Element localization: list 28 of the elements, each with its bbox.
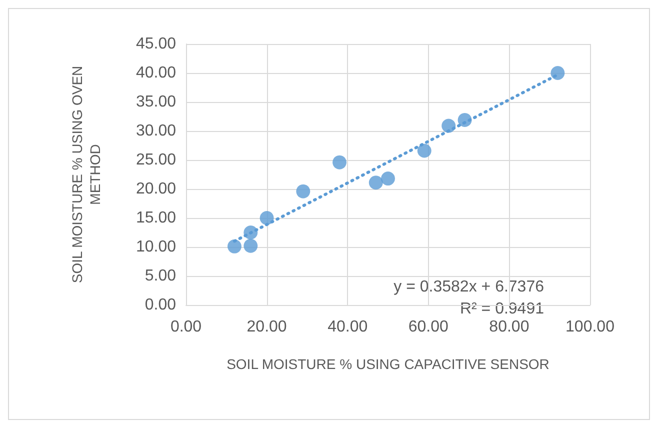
- y-tick-label: 45.00: [136, 36, 176, 52]
- x-tick-label: 40.00: [328, 318, 368, 336]
- x-tick-label: 100.00: [566, 318, 615, 336]
- y-tick-label: 15.00: [136, 210, 176, 226]
- x-tick-label: 60.00: [408, 318, 449, 336]
- point: [244, 238, 258, 253]
- point: [550, 66, 565, 80]
- y-tick-label: 0.00: [144, 296, 176, 314]
- point: [381, 172, 395, 186]
- y-tick-label: 35.00: [136, 94, 176, 110]
- x-tick-label: 20.00: [246, 318, 287, 336]
- point: [368, 176, 383, 190]
- x-tick-label: 0.00: [170, 318, 202, 336]
- y-tick-label: 25.00: [136, 152, 176, 168]
- y-tick-label: 20.00: [136, 180, 176, 198]
- y-tick-label: 10.00: [136, 238, 176, 256]
- x-tick-label: 80.00: [489, 318, 530, 336]
- x-axis-title: SOIL MOISTURE % USING CAPACITIVE SENSOR: [226, 356, 550, 372]
- point: [417, 144, 432, 158]
- point: [227, 239, 242, 254]
- point: [296, 184, 310, 198]
- annotation: y = 0.3582x + 6.7376: [394, 278, 544, 296]
- point: [332, 155, 347, 170]
- y-tick-label: 5.00: [144, 268, 176, 284]
- y-tick-label: 30.00: [136, 122, 176, 140]
- y-tick-label: 40.00: [136, 64, 176, 82]
- point: [260, 211, 274, 225]
- y-axis-title: SOIL MOISTURE % USING OVEN METHOD: [69, 66, 103, 284]
